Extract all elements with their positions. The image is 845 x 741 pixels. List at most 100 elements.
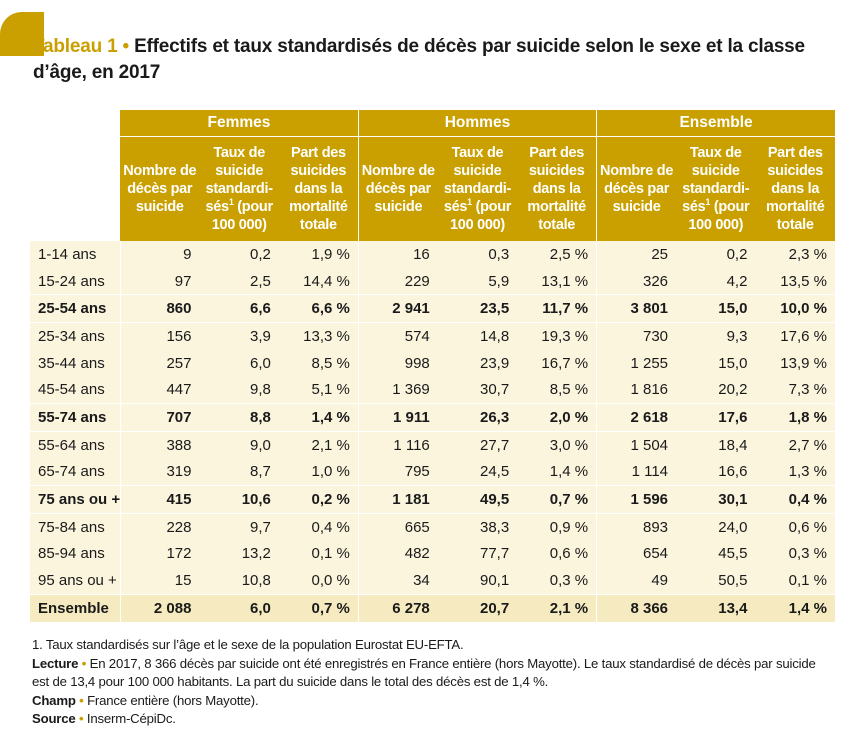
table-row: 45-54 ans 447 9,8 5,1 % 1 369 30,7 8,5 % 1 816 2… <box>30 376 835 404</box>
table-cell: 77,7 <box>437 540 518 568</box>
table-cell: 1 816 <box>596 376 677 404</box>
row-label: 75 ans ou + <box>30 485 120 514</box>
table-cell: 13,4 <box>676 593 756 622</box>
table-cell: 6,0 <box>199 593 279 622</box>
table-cell: 17,6 % <box>755 322 835 350</box>
table-cell: 8,5 % <box>278 349 359 377</box>
table-cell: 319 <box>119 458 200 486</box>
col-header-nombre: Nombre de décès par suicide <box>120 136 200 241</box>
group-header-ensemble: Ensemble <box>596 110 835 137</box>
title-text: Effectifs et taux standardisés de décès … <box>33 36 805 83</box>
table-row: 55-74 ans 707 8,8 1,4 % 1 911 26,3 2,0 % 2 618 1… <box>30 403 835 432</box>
table-cell: 1,3 % <box>755 458 835 486</box>
source-note: Source • Inserm-CépiDc. <box>32 711 176 726</box>
corner-cell <box>30 110 121 137</box>
table-cell: 2,5 <box>199 267 279 295</box>
table-cell: 14,8 <box>437 322 518 350</box>
champ-note: Champ • France entière (hors Mayotte). <box>32 692 259 708</box>
title-label: Tableau 1 <box>33 36 118 57</box>
col-header-taux: Taux de suicide standardi-sés1 (pour 100… <box>676 136 756 241</box>
table-cell: 1,0 % <box>278 458 359 486</box>
row-label: Ensemble <box>30 593 121 622</box>
table-row: 85-94 ans 172 13,2 0,1 % 482 77,7 0,6 % 654 45,5… <box>30 540 835 568</box>
table-cell: 18,4 <box>676 430 756 459</box>
table-cell: 0,2 <box>199 241 279 268</box>
table-cell: 665 <box>357 512 438 541</box>
table-cell: 30,7 <box>437 376 518 404</box>
table-cell: 8,7 <box>199 458 279 486</box>
table-cell: 9 <box>119 241 200 268</box>
table-cell: 8,5 % <box>517 376 597 404</box>
table-cell: 893 <box>596 512 677 541</box>
table-cell: 0,2 <box>676 241 756 268</box>
table-cell: 2,5 % <box>517 241 597 268</box>
row-label: 1-14 ans <box>30 241 121 268</box>
table-cell: 447 <box>119 376 200 404</box>
table-row: 65-74 ans 319 8,7 1,0 % 795 24,5 1,4 % 1 114 16,… <box>30 458 835 486</box>
table-cell: 6,6 <box>199 294 279 323</box>
table-cell: 9,3 <box>676 322 756 350</box>
table-cell: 45,5 <box>676 540 756 568</box>
table-row: 25-34 ans 156 3,9 13,3 % 574 14,8 19,3 % 730 9,3… <box>30 322 835 350</box>
table-cell: 326 <box>596 267 677 295</box>
table-cell: 9,7 <box>199 512 279 541</box>
table-cell: 97 <box>119 267 200 295</box>
table-cell: 20,2 <box>676 376 756 404</box>
table-cell: 2,1 % <box>278 430 359 459</box>
table-cell: 11,7 % <box>517 294 597 323</box>
table-cell: 9,8 <box>199 376 279 404</box>
table-cell: 34 <box>357 567 438 595</box>
table-cell: 1 116 <box>357 430 438 459</box>
row-label: 25-34 ans <box>30 322 121 350</box>
table-cell: 654 <box>596 540 677 568</box>
table-cell: 14,4 % <box>278 267 359 295</box>
page-title: Tableau 1 • Effectifs et taux standardis… <box>33 34 823 86</box>
table-row: 35-44 ans 257 6,0 8,5 % 998 23,9 16,7 % 1 255 15… <box>30 349 835 377</box>
table-cell: 1 255 <box>596 349 677 377</box>
table-cell: 228 <box>119 512 200 541</box>
table-cell: 3 801 <box>596 294 677 323</box>
table-cell: 15,0 <box>676 349 756 377</box>
group-header-femmes: Femmes <box>120 110 359 137</box>
table-cell: 0,9 % <box>517 512 597 541</box>
table-cell: 860 <box>119 294 200 323</box>
table-cell: 6,6 % <box>278 294 359 323</box>
table-cell: 1,9 % <box>278 241 359 268</box>
table-cell: 156 <box>119 322 200 350</box>
table-cell: 10,0 % <box>755 294 835 323</box>
table-row: 95 ans ou +15 10,8 0,0 % 34 90,1 0,3 % 49 50,5 0… <box>30 567 835 595</box>
row-label: 55-74 ans <box>30 403 121 432</box>
table-cell: 0,6 % <box>755 512 835 541</box>
table-cell: 0,4 % <box>278 512 359 541</box>
table-row: 1-14 ans 9 0,2 1,9 % 16 0,3 2,5 % 25 0,2 2,3 % <box>30 241 835 268</box>
table-cell: 257 <box>119 349 200 377</box>
table-cell: 16,7 % <box>517 349 597 377</box>
table-cell: 8 366 <box>596 593 677 622</box>
table-cell: 482 <box>357 540 438 568</box>
table-cell: 13,5 % <box>755 267 835 295</box>
row-label: 15-24 ans <box>30 267 121 295</box>
table-cell: 0,2 % <box>278 485 359 514</box>
table-cell: 1 504 <box>596 430 677 459</box>
table-cell: 574 <box>357 322 438 350</box>
table-cell: 0,1 % <box>755 567 835 595</box>
table-cell: 1 181 <box>357 485 438 514</box>
table-cell: 2 618 <box>596 403 677 432</box>
table-cell: 10,6 <box>199 485 279 514</box>
table-cell: 707 <box>119 403 200 432</box>
table-cell: 13,9 % <box>755 349 835 377</box>
table-cell: 15 <box>119 567 200 595</box>
row-label: 35-44 ans <box>30 349 121 377</box>
col-header-part: Part des suicides dans la mortalité tota… <box>517 136 597 241</box>
table-cell: 6 278 <box>357 593 438 622</box>
table-cell: 7,3 % <box>755 376 835 404</box>
table-cell: 0,3 <box>437 241 518 268</box>
table-cell: 2 941 <box>357 294 438 323</box>
table-cell: 23,9 <box>437 349 518 377</box>
table-cell: 49,5 <box>437 485 518 514</box>
table-cell: 0,7 % <box>517 485 597 514</box>
table-cell: 90,1 <box>437 567 518 595</box>
table-cell: 27,7 <box>437 430 518 459</box>
table-cell: 13,2 <box>199 540 279 568</box>
table-cell: 388 <box>119 430 200 459</box>
